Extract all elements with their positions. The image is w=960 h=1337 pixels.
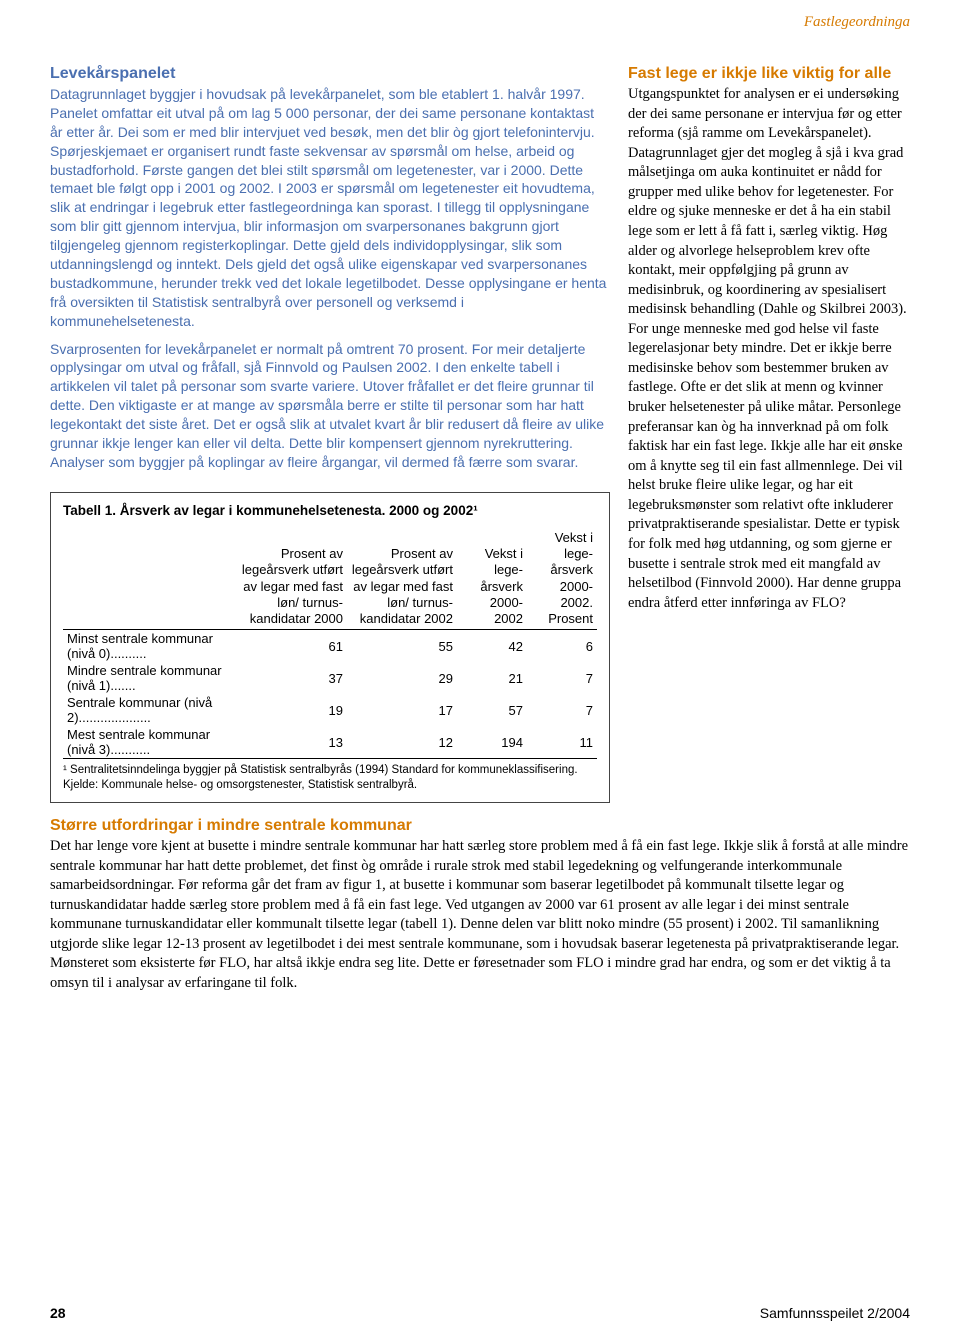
table-cell: 11	[527, 726, 597, 759]
table-cell: 42	[457, 630, 527, 663]
table-row: Mindre sentrale kommunar (nivå 1).......…	[63, 662, 597, 694]
table-col-1: Prosent av legeårsverk utført av legar m…	[237, 528, 347, 630]
page-number: 28	[50, 1305, 66, 1321]
table-cell: 17	[347, 694, 457, 726]
box-body: Datagrunnlaget byggjer i hovudsak på lev…	[50, 85, 610, 472]
table-cell: 7	[527, 694, 597, 726]
bottom-section-title: Større utfordringar i mindre sentrale ko…	[50, 817, 910, 835]
table-row: Mest sentrale kommunar (nivå 3).........…	[63, 726, 597, 759]
data-table: Prosent av legeårsverk utført av legar m…	[63, 528, 597, 760]
table-footnote: ¹ Sentralitetsinndelinga byggjer på Stat…	[63, 763, 597, 792]
table-row: Sentrale kommunar (nivå 2)..............…	[63, 694, 597, 726]
table-cell-label: Mest sentrale kommunar (nivå 3).........…	[63, 726, 237, 759]
table-cell: 13	[237, 726, 347, 759]
table-cell-label: Mindre sentrale kommunar (nivå 1).......	[63, 662, 237, 694]
main-columns: Levekårspanelet Datagrunnlaget byggjer i…	[50, 65, 910, 803]
table-title: Tabell 1. Årsverk av legar i kommunehels…	[63, 503, 597, 518]
table-cell: 6	[527, 630, 597, 663]
bottom-section: Større utfordringar i mindre sentrale ko…	[50, 817, 910, 994]
table-cell: 57	[457, 694, 527, 726]
table-cell: 19	[237, 694, 347, 726]
box-paragraph-1: Datagrunnlaget byggjer i hovudsak på lev…	[50, 85, 610, 331]
header-label: Fastlegeordninga	[804, 14, 910, 31]
bottom-article-body: Det har lenge vore kjent at busette i mi…	[50, 837, 910, 994]
table-cell: 29	[347, 662, 457, 694]
table-container: Tabell 1. Årsverk av legar i kommunehels…	[50, 492, 610, 803]
table-cell: 55	[347, 630, 457, 663]
table-row: Minst sentrale kommunar (nivå 0)........…	[63, 630, 597, 663]
table-col-2: Prosent av legeårsverk utført av legar m…	[347, 528, 457, 630]
table-cell: 7	[527, 662, 597, 694]
footer-source: Samfunnsspeilet 2/2004	[760, 1305, 910, 1321]
table-cell: 194	[457, 726, 527, 759]
table-cell: 21	[457, 662, 527, 694]
table-col-4: Vekst i lege-årsverk 2000-2002. Prosent	[527, 528, 597, 630]
table-header-row: Prosent av legeårsverk utført av legar m…	[63, 528, 597, 630]
box-paragraph-2: Svarprosenten for levekårpanelet er norm…	[50, 340, 610, 472]
right-section-title: Fast lege er ikkje like viktig for alle	[628, 65, 910, 83]
box-title: Levekårspanelet	[50, 65, 610, 83]
table-cell: 61	[237, 630, 347, 663]
right-column: Fast lege er ikkje like viktig for alle …	[628, 65, 910, 803]
left-column: Levekårspanelet Datagrunnlaget byggjer i…	[50, 65, 610, 803]
footer: 28 Samfunnsspeilet 2/2004	[50, 1305, 910, 1321]
table-cell-label: Minst sentrale kommunar (nivå 0)........…	[63, 630, 237, 663]
table-cell: 12	[347, 726, 457, 759]
right-article-body: Utgangspunktet for analysen er ei unders…	[628, 85, 910, 613]
table-cell-label: Sentrale kommunar (nivå 2)..............…	[63, 694, 237, 726]
table-col-0	[63, 528, 237, 630]
table-cell: 37	[237, 662, 347, 694]
table-col-3: Vekst i lege-årsverk 2000-2002	[457, 528, 527, 630]
